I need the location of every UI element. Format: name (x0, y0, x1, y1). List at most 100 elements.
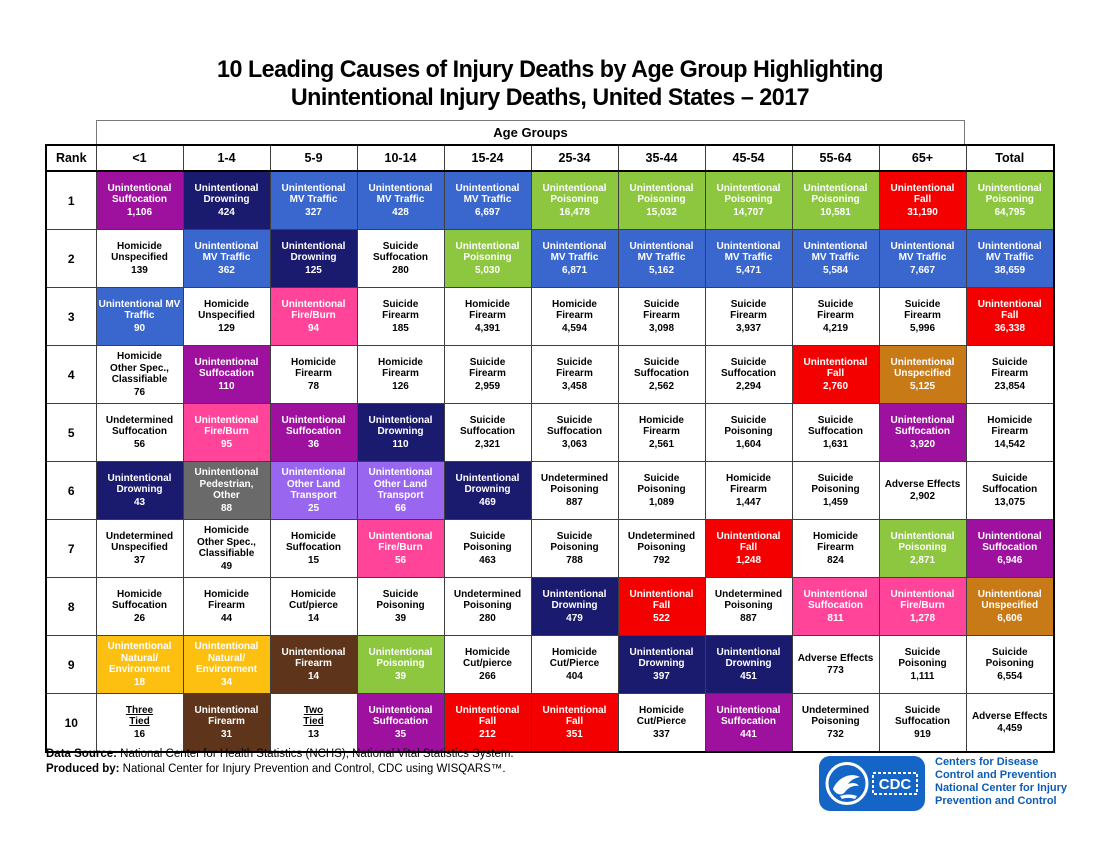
cause-value: 36 (307, 438, 320, 450)
cause-label: Adverse Effects (797, 652, 874, 664)
table-row: 4 Homicide Other Spec., Classifiable 76 Uni… (45, 345, 1055, 404)
cause-value: 3,063 (561, 438, 588, 450)
cause-value: 469 (479, 496, 496, 508)
cause-value: 43 (133, 496, 146, 508)
cause-value: 39 (394, 670, 407, 682)
cause-value: 919 (914, 728, 931, 740)
cause-value: 2,871 (909, 554, 936, 566)
cause-label: Unintentional Drowning (716, 646, 781, 670)
cause-value: 824 (827, 554, 844, 566)
cause-cell: Unintentional Drowning 469 (443, 461, 532, 520)
cause-value: 2,562 (648, 380, 675, 392)
column-header: Total (965, 144, 1055, 172)
cause-value: 1,278 (909, 612, 936, 624)
cause-value: 2,561 (648, 438, 675, 450)
cause-value: 64,795 (994, 206, 1026, 218)
cause-label: Unintentional Fall (455, 704, 520, 728)
cause-cell: Unintentional Drowning 110 (356, 403, 445, 462)
cause-label: Unintentional Suffocation (977, 530, 1042, 554)
cause-value: 3,920 (909, 438, 936, 450)
cause-cell: Unintentional Suffocation 6,946 (965, 519, 1055, 578)
cause-cell: Undetermined Poisoning 887 (530, 461, 619, 520)
cause-label: Unintentional Fall (977, 298, 1042, 322)
cause-cell: Homicide Other Spec., Classifiable 76 (95, 345, 184, 404)
cause-value: 25 (307, 502, 320, 514)
cause-value: 1,111 (910, 670, 935, 682)
cause-label: Unintentional MV Traffic (281, 182, 346, 206)
cause-label: Homicide Other Spec., Classifiable (197, 525, 256, 559)
cause-cell: Homicide Firearm 126 (356, 345, 445, 404)
cause-label: Suicide Suffocation (982, 472, 1038, 496)
cause-label: Unintentional Firearm (281, 646, 346, 670)
cause-value: 1,631 (822, 438, 849, 450)
cause-value: 44 (220, 612, 233, 624)
rank-cell: 10 (45, 693, 97, 753)
cause-value: 13,075 (994, 496, 1026, 508)
cause-cell: Homicide Firearm 1,447 (704, 461, 793, 520)
cause-label: Unintentional Poisoning (977, 182, 1042, 206)
cause-cell: Homicide Firearm 14,542 (965, 403, 1055, 462)
cause-cell: Unintentional Natural/ Environment 34 (182, 635, 271, 694)
cause-label: Unintentional MV Traffic (803, 240, 868, 264)
cause-value: 125 (305, 264, 322, 276)
cause-value: 139 (131, 264, 148, 276)
cause-value: 37 (133, 554, 146, 566)
cause-value: 36,338 (994, 322, 1026, 334)
title-line-2: Unintentional Injury Deaths, United Stat… (290, 84, 810, 111)
cause-value: 66 (394, 502, 407, 514)
cause-label: Unintentional Fire/Burn (281, 298, 346, 322)
cause-label: Homicide Firearm (987, 414, 1033, 438)
cause-cell: Unintentional Unspecified 5,125 (878, 345, 967, 404)
cause-value: 31,190 (907, 206, 938, 218)
cause-cell: Unintentional Suffocation 110 (182, 345, 271, 404)
cause-cell: Unintentional Suffocation 441 (704, 693, 793, 753)
cause-value: 887 (566, 496, 583, 508)
cause-value: 522 (653, 612, 670, 624)
cause-value: 129 (218, 322, 235, 334)
cause-value: 6,871 (561, 264, 588, 276)
cause-label: Suicide Firearm (382, 298, 419, 322)
cause-cell: Unintentional Fall 36,338 (965, 287, 1055, 346)
cause-label: Unintentional Fall (716, 530, 781, 554)
cause-value: 49 (220, 560, 233, 572)
rank-cell: 7 (45, 519, 97, 578)
cause-label: Unintentional Other Land Transport (281, 467, 346, 501)
cause-value: 280 (479, 612, 496, 624)
cause-label: Suicide Poisoning (985, 646, 1034, 670)
cause-label: Suicide Firearm (556, 356, 593, 380)
cause-cell: Suicide Firearm 185 (356, 287, 445, 346)
cause-value: 5,584 (822, 264, 849, 276)
cause-cell: Adverse Effects 773 (791, 635, 880, 694)
produced-by-line: Produced by: National Center for Injury … (46, 762, 514, 777)
cause-label: Unintentional Poisoning (542, 182, 607, 206)
cause-cell: Suicide Suffocation 2,294 (704, 345, 793, 404)
cause-cell: Unintentional Fall 31,190 (878, 170, 967, 230)
cause-value: 1,604 (735, 438, 762, 450)
cause-cell: Suicide Firearm 2,959 (443, 345, 532, 404)
cause-label: Unintentional Suffocation (890, 414, 955, 438)
cause-label: Homicide Firearm (551, 298, 597, 322)
cause-cell: Unintentional Suffocation 1,106 (95, 170, 184, 230)
cause-label: Undetermined Poisoning (540, 472, 609, 496)
cause-label: Adverse Effects (971, 710, 1048, 722)
cause-value: 1,106 (126, 206, 153, 218)
cause-cell: Unintentional Poisoning 14,707 (704, 170, 793, 230)
cause-label: Unintentional MV Traffic (98, 298, 181, 322)
cause-value: 2,760 (822, 380, 849, 392)
cause-label: Unintentional Drowning (194, 182, 259, 206)
table-row: 8 Homicide Suffocation 26 Homicide Firearm 4… (45, 577, 1055, 636)
cause-cell: Homicide Suffocation 15 (269, 519, 358, 578)
cause-label: Homicide Firearm (464, 298, 510, 322)
cause-cell: Suicide Poisoning 6,554 (965, 635, 1055, 694)
cause-cell: Suicide Firearm 4,219 (791, 287, 880, 346)
cause-cell: Adverse Effects 4,459 (965, 693, 1055, 753)
cause-cell: Suicide Firearm 3,458 (530, 345, 619, 404)
cause-label: Undetermined Poisoning (714, 588, 783, 612)
cause-cell: Unintentional Suffocation 3,920 (878, 403, 967, 462)
cause-label: Homicide Cut/Pierce (549, 646, 600, 670)
cause-label: Suicide Poisoning (637, 472, 686, 496)
cause-label: Homicide Cut/pierce (463, 646, 512, 670)
cause-cell: Unintentional Fall 1,248 (704, 519, 793, 578)
cause-cell: Undetermined Poisoning 280 (443, 577, 532, 636)
cause-label: Suicide Suffocation (547, 414, 602, 438)
